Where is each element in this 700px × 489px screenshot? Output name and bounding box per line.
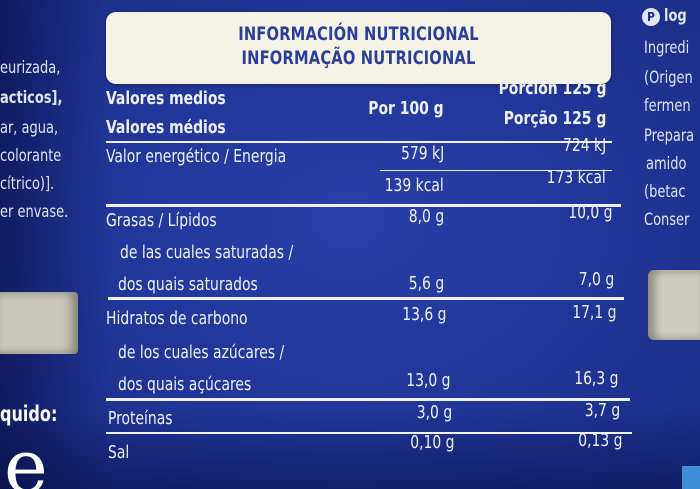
row-saturated-label-2: dos quais saturados [118, 274, 258, 295]
table-rule [108, 297, 624, 300]
right-fragment: Conser [644, 210, 690, 230]
header-porcion-es: Porción 125 g [498, 78, 606, 99]
left-fragment: cítrico)]. [0, 174, 55, 194]
right-fragment: log [664, 6, 687, 26]
row-sugars-label-1: de los cuales azúcares / [118, 342, 285, 363]
energy-kcal-125: 173 kcal [546, 167, 606, 188]
fat-125: 10,0 g [567, 202, 612, 223]
row-salt-label: Sal [108, 442, 130, 463]
saturated-125: 7,0 g [578, 269, 614, 290]
large-letter: e [4, 424, 48, 489]
row-sugars-label-2: dos quais açúcares [118, 374, 252, 395]
left-fragment: eurizada, [0, 58, 61, 78]
header-per-100: Por 100 g [368, 98, 444, 119]
right-fragment: Ingredi [644, 38, 690, 58]
nutrition-title-box: INFORMACIÓN NUTRICIONAL INFORMAÇÃO NUTRI… [106, 12, 611, 84]
table-rule-thin [380, 170, 612, 171]
right-fragment: (betac [644, 182, 686, 202]
left-fragment: acticos], [0, 88, 63, 108]
logo-p-icon: P [642, 8, 660, 26]
row-energy-label: Valor energético / Energia [106, 146, 287, 167]
salt-100: 0,10 g [409, 432, 454, 453]
table-rule [106, 141, 612, 143]
header-valores-pt: Valores médios [106, 117, 226, 138]
title-portuguese: INFORMAÇÃO NUTRICIONAL [241, 47, 476, 69]
row-fat-label: Grasas / Lípidos [106, 210, 217, 231]
right-fragment: Prepara [644, 126, 695, 146]
carbs-100: 13,6 g [401, 304, 446, 325]
fat-100: 8,0 g [408, 206, 444, 227]
right-fragment: fermen [644, 96, 691, 116]
right-fragment: (Origen [644, 68, 693, 88]
left-fragment: er envase. [0, 202, 69, 222]
row-protein-label: Proteínas [108, 408, 173, 429]
salt-125: 0,13 g [577, 430, 622, 451]
sugars-100: 13,0 g [405, 370, 450, 391]
protein-100: 3,0 g [416, 402, 452, 423]
right-fragment: amido [646, 154, 687, 174]
energy-kcal-100: 139 kcal [384, 175, 444, 196]
left-fragment: ar, agua, [0, 118, 59, 138]
carbs-125: 17,1 g [571, 302, 616, 323]
shadow-bottom [0, 409, 700, 489]
row-saturated-label-1: de las cuales saturadas / [120, 242, 294, 263]
row-carbs-label: Hidratos de carbono [106, 308, 248, 329]
shadow-left [0, 0, 110, 489]
left-fragment: colorante [0, 146, 62, 166]
header-valores-es: Valores medios [106, 88, 226, 109]
protein-125: 3,7 g [584, 400, 620, 421]
package-notch-right [648, 270, 700, 340]
table-rule [106, 432, 632, 434]
corner-accent [682, 466, 700, 489]
table-rule [106, 204, 621, 207]
saturated-100: 5,6 g [408, 273, 444, 294]
sugars-125: 16,3 g [573, 368, 618, 389]
table-rule [106, 398, 630, 401]
left-fragment: quido: [0, 402, 58, 426]
header-porcion-pt: Porção 125 g [503, 108, 606, 129]
energy-kj-125: 724 kJ [562, 135, 606, 156]
energy-kj-100: 579 kJ [400, 143, 444, 164]
title-spanish: INFORMACIÓN NUTRICIONAL [238, 23, 479, 45]
package-notch-left [0, 292, 78, 354]
